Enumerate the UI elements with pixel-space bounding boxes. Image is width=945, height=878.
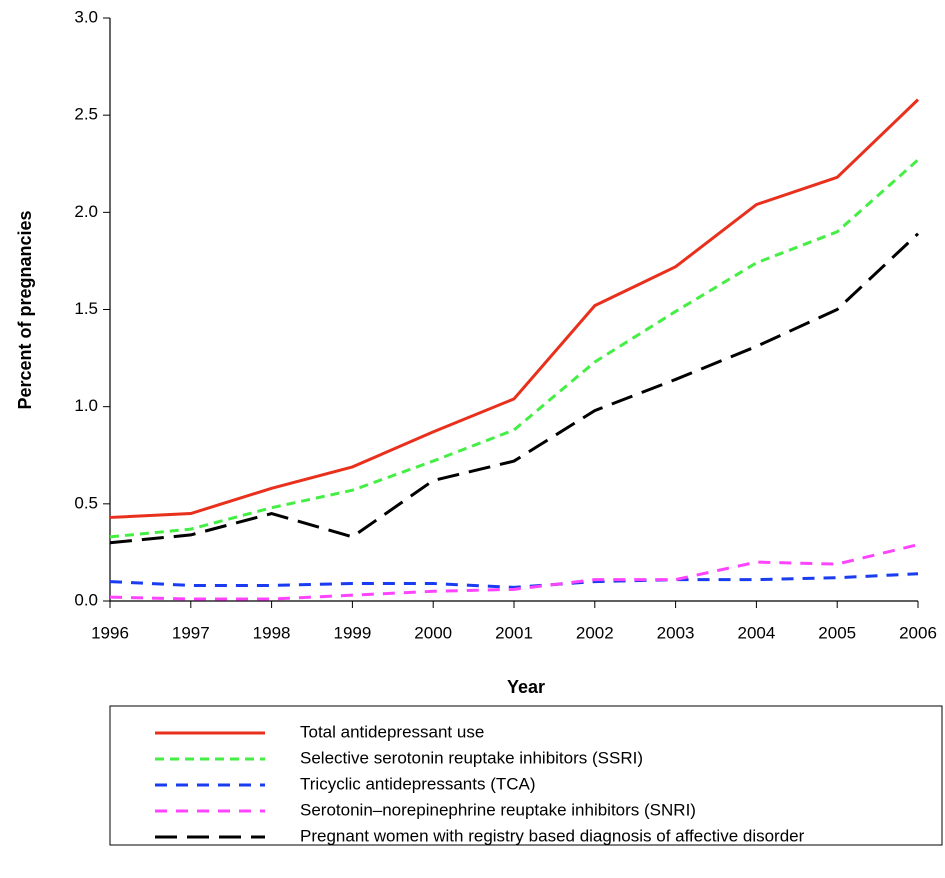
x-tick-label: 2006 xyxy=(899,623,937,642)
legend-label: Pregnant women with registry based diagn… xyxy=(300,826,805,845)
y-tick-label: 1.5 xyxy=(74,299,98,318)
series-line xyxy=(109,572,919,589)
legend-label: Tricyclic antidepressants (TCA) xyxy=(300,774,536,793)
x-tick-label: 2000 xyxy=(414,623,452,642)
x-tick-label: 1996 xyxy=(91,623,129,642)
x-tick-label: 2003 xyxy=(657,623,695,642)
legend-label: Selective serotonin reuptake inhibitors … xyxy=(300,748,643,767)
y-tick-label: 0.0 xyxy=(74,590,98,609)
x-tick-label: 2005 xyxy=(818,623,856,642)
x-tick-label: 2002 xyxy=(576,623,614,642)
series-line xyxy=(109,543,919,601)
x-axis-label: Year xyxy=(507,677,545,697)
y-tick-label: 0.5 xyxy=(74,493,98,512)
series-line xyxy=(109,98,920,519)
x-tick-label: 2004 xyxy=(737,623,775,642)
y-tick-label: 1.0 xyxy=(74,396,98,415)
x-tick-label: 1998 xyxy=(253,623,291,642)
legend-label: Serotonin–norepinephrine reuptake inhibi… xyxy=(300,800,696,819)
y-axis-label: Percent of pregnancies xyxy=(15,210,35,409)
x-tick-label: 2001 xyxy=(495,623,533,642)
y-tick-label: 3.0 xyxy=(74,7,98,26)
y-tick-label: 2.5 xyxy=(74,105,98,124)
legend-label: Total antidepressant use xyxy=(300,722,484,741)
y-tick-label: 2.0 xyxy=(74,202,98,221)
series-line xyxy=(109,158,919,539)
legend-box xyxy=(109,705,943,846)
series-line xyxy=(109,232,920,545)
x-tick-label: 1999 xyxy=(333,623,371,642)
x-tick-label: 1997 xyxy=(172,623,210,642)
